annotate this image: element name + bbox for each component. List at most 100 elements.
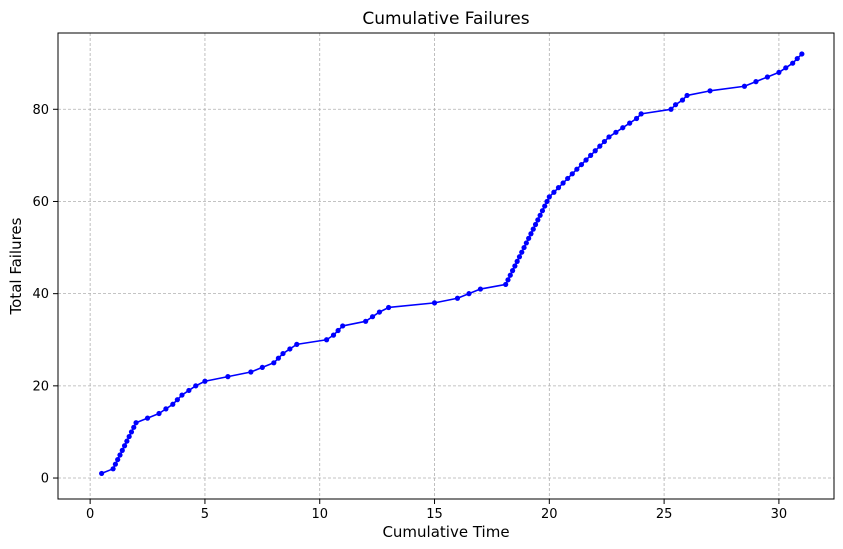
data-point bbox=[532, 221, 539, 228]
data-point bbox=[477, 286, 484, 292]
data-point bbox=[505, 277, 511, 283]
data-point bbox=[340, 323, 346, 329]
data-point bbox=[523, 240, 529, 246]
data-point bbox=[99, 470, 105, 477]
data-point bbox=[225, 374, 231, 380]
x-tick-label: 30 bbox=[771, 507, 788, 522]
data-point bbox=[512, 263, 518, 269]
data-point bbox=[516, 254, 523, 260]
data-point bbox=[117, 452, 123, 458]
data-point bbox=[509, 268, 516, 274]
data-point bbox=[555, 185, 562, 191]
x-tick-label: 0 bbox=[86, 507, 94, 522]
data-point bbox=[124, 438, 130, 444]
x-tick-label: 25 bbox=[656, 507, 673, 522]
data-point bbox=[386, 304, 392, 311]
x-axis-ticks: 0 5 10 15 20 25 30 bbox=[86, 499, 787, 522]
data-point bbox=[174, 397, 180, 403]
data-point bbox=[799, 51, 805, 57]
data-point bbox=[259, 364, 265, 371]
data-point bbox=[539, 208, 546, 214]
data-point bbox=[514, 258, 520, 264]
data-point bbox=[128, 429, 135, 435]
data-point bbox=[546, 194, 552, 200]
data-point bbox=[186, 387, 192, 394]
x-tick-label: 20 bbox=[541, 507, 558, 522]
y-tick-label: 0 bbox=[41, 472, 49, 487]
data-point bbox=[565, 175, 571, 182]
data-point bbox=[638, 111, 644, 117]
data-point bbox=[363, 318, 369, 324]
data-point bbox=[503, 281, 509, 288]
data-point bbox=[202, 378, 208, 384]
data-point bbox=[530, 226, 536, 232]
data-point bbox=[668, 106, 674, 112]
plot-background bbox=[58, 33, 834, 499]
data-point bbox=[679, 97, 686, 103]
data-point bbox=[126, 433, 132, 440]
data-point bbox=[335, 327, 341, 334]
y-tick-label: 20 bbox=[32, 379, 49, 394]
data-point bbox=[133, 420, 139, 426]
data-point bbox=[776, 69, 782, 76]
data-point bbox=[741, 83, 748, 89]
data-point bbox=[620, 125, 626, 131]
y-tick-label: 60 bbox=[32, 195, 49, 210]
data-point bbox=[633, 115, 640, 122]
data-point bbox=[606, 134, 612, 140]
data-point bbox=[578, 161, 585, 168]
data-point bbox=[115, 456, 121, 463]
data-point bbox=[790, 60, 796, 66]
data-point bbox=[588, 152, 594, 158]
data-point bbox=[535, 217, 541, 223]
grid-lines bbox=[58, 33, 834, 499]
data-point bbox=[324, 337, 330, 343]
data-point bbox=[156, 410, 162, 417]
data-point bbox=[707, 88, 713, 94]
data-point bbox=[528, 231, 534, 237]
data-point bbox=[560, 180, 566, 186]
data-point bbox=[119, 447, 125, 453]
data-point bbox=[542, 203, 548, 209]
data-point bbox=[583, 157, 589, 163]
data-point bbox=[521, 244, 527, 251]
data-point bbox=[613, 129, 619, 135]
y-tick-label: 80 bbox=[32, 103, 49, 118]
data-point bbox=[179, 392, 185, 398]
data-point bbox=[764, 74, 771, 80]
data-point bbox=[753, 79, 759, 85]
data-point bbox=[569, 171, 575, 177]
data-point bbox=[454, 295, 461, 301]
y-axis-title: Total Failures bbox=[7, 217, 25, 315]
chart-title: Cumulative Failures bbox=[362, 9, 529, 29]
data-point bbox=[280, 350, 286, 357]
data-point bbox=[601, 138, 608, 145]
data-point bbox=[519, 249, 525, 255]
data-point bbox=[121, 443, 128, 449]
data-point bbox=[526, 235, 532, 241]
x-tick-label: 10 bbox=[311, 507, 328, 522]
x-axis-title: Cumulative Time bbox=[382, 523, 509, 541]
data-point bbox=[672, 102, 679, 108]
data-point bbox=[170, 401, 176, 407]
data-point bbox=[376, 309, 383, 315]
x-tick-label: 15 bbox=[426, 507, 443, 522]
data-point bbox=[551, 189, 557, 195]
data-point bbox=[271, 360, 277, 366]
data-point bbox=[544, 198, 550, 205]
data-point bbox=[369, 314, 376, 320]
data-point bbox=[537, 212, 543, 218]
y-tick-label: 40 bbox=[32, 287, 49, 302]
data-point bbox=[144, 415, 151, 421]
plot-frame bbox=[57, 32, 835, 500]
data-point bbox=[330, 332, 337, 338]
data-point bbox=[294, 341, 300, 347]
data-point bbox=[592, 148, 598, 154]
data-point bbox=[507, 272, 513, 278]
data-point bbox=[783, 65, 789, 71]
data-point bbox=[597, 143, 603, 149]
data-point bbox=[275, 355, 282, 361]
y-axis-ticks: 0 20 40 60 80 bbox=[32, 103, 58, 487]
data-point bbox=[193, 383, 199, 389]
